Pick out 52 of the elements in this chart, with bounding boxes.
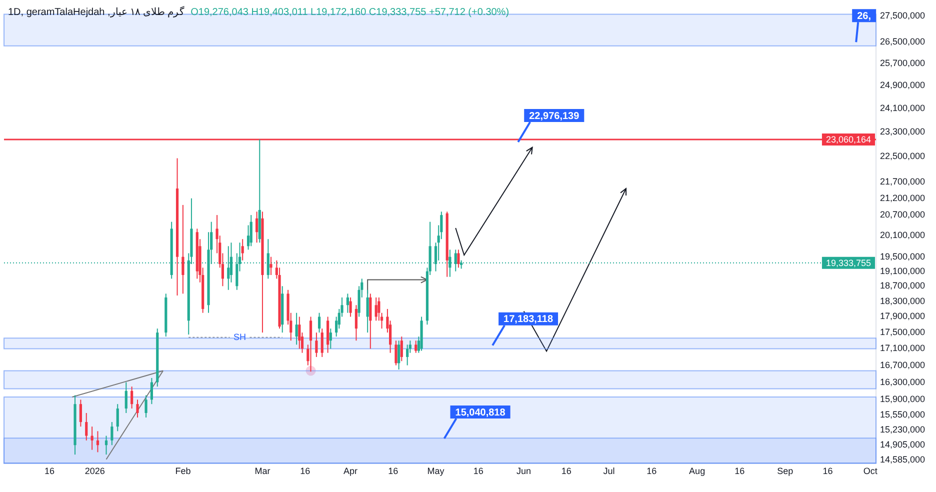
ref-line-label: 23,060,164 (826, 134, 871, 144)
x-tick-label: Oct (863, 466, 878, 476)
y-tick-label: 15,550,000 (880, 410, 926, 420)
x-tick-label: 16 (734, 466, 745, 476)
ref-line-label: 19,333,755 (826, 258, 871, 268)
annotation: 17,183,118 (504, 314, 554, 326)
x-tick-label: 16 (44, 466, 54, 476)
x-tick-label: 16 (822, 466, 833, 476)
x-tick-label: Feb (175, 466, 191, 476)
y-tick-label: 16,300,000 (880, 376, 926, 387)
x-tick-label: Sep (777, 466, 794, 476)
y-tick-label: 19,100,000 (880, 266, 926, 276)
y-tick-label: 22,500,000 (880, 151, 926, 162)
y-tick-label: 25,700,000 (880, 58, 926, 68)
y-tick-label: 17,100,000 (880, 343, 926, 354)
chart-subtitle: O19,276,043 H19,403,011 L19,172,160 C19,333,755 +57,712 (+0.30%) (190, 7, 510, 18)
x-tick-label: Mar (254, 466, 270, 476)
y-tick-label: 21,200,000 (880, 192, 926, 203)
x-tick-label: 16 (646, 466, 657, 476)
annotation: 15,040,818 (455, 407, 506, 418)
x-tick-label: Apr (344, 466, 358, 476)
x-tick-label: Jun (516, 466, 532, 476)
y-tick-label: 27,500,000 (880, 10, 926, 21)
y-tick-label: 20,100,000 (880, 230, 926, 240)
y-tick-label: 15,900,000 (880, 394, 926, 404)
x-tick-label: Aug (689, 466, 706, 476)
x-tick-label: 16 (300, 466, 310, 476)
chart-title: گرم طلای ۱۸ عیار, 1D, geramTalaHejdah (8, 7, 185, 18)
annotation: 26, (857, 10, 872, 22)
y-tick-label: 24,100,000 (880, 103, 926, 114)
x-tick-label: 16 (561, 466, 572, 476)
y-tick-label: 26,500,000 (880, 36, 926, 47)
x-tick-label: 2026 (84, 466, 105, 476)
y-tick-label: 23,300,000 (880, 126, 926, 137)
y-tick-label: 18,300,000 (880, 296, 926, 306)
y-tick-label: 14,905,000 (880, 439, 926, 450)
y-tick-label: 20,700,000 (880, 210, 926, 220)
y-tick-label: 16,700,000 (880, 360, 926, 370)
y-tick-label: 14,585,000 (880, 454, 926, 465)
y-tick-label: 19,500,000 (880, 251, 926, 262)
x-tick-label: 16 (388, 466, 398, 476)
x-tick-label: 16 (473, 466, 484, 476)
y-tick-label: 24,900,000 (880, 80, 926, 90)
x-tick-label: May (427, 466, 445, 476)
y-tick-label: 18,700,000 (880, 280, 926, 291)
y-tick-label: 21,700,000 (880, 176, 926, 186)
x-tick-label: Jul (603, 466, 615, 476)
annotation: SH (233, 332, 246, 342)
y-tick-label: 17,900,000 (880, 311, 926, 322)
annotation: 22,976,139 (529, 110, 580, 122)
y-tick-label: 15,230,000 (880, 424, 926, 434)
y-tick-label: 17,500,000 (880, 327, 926, 338)
